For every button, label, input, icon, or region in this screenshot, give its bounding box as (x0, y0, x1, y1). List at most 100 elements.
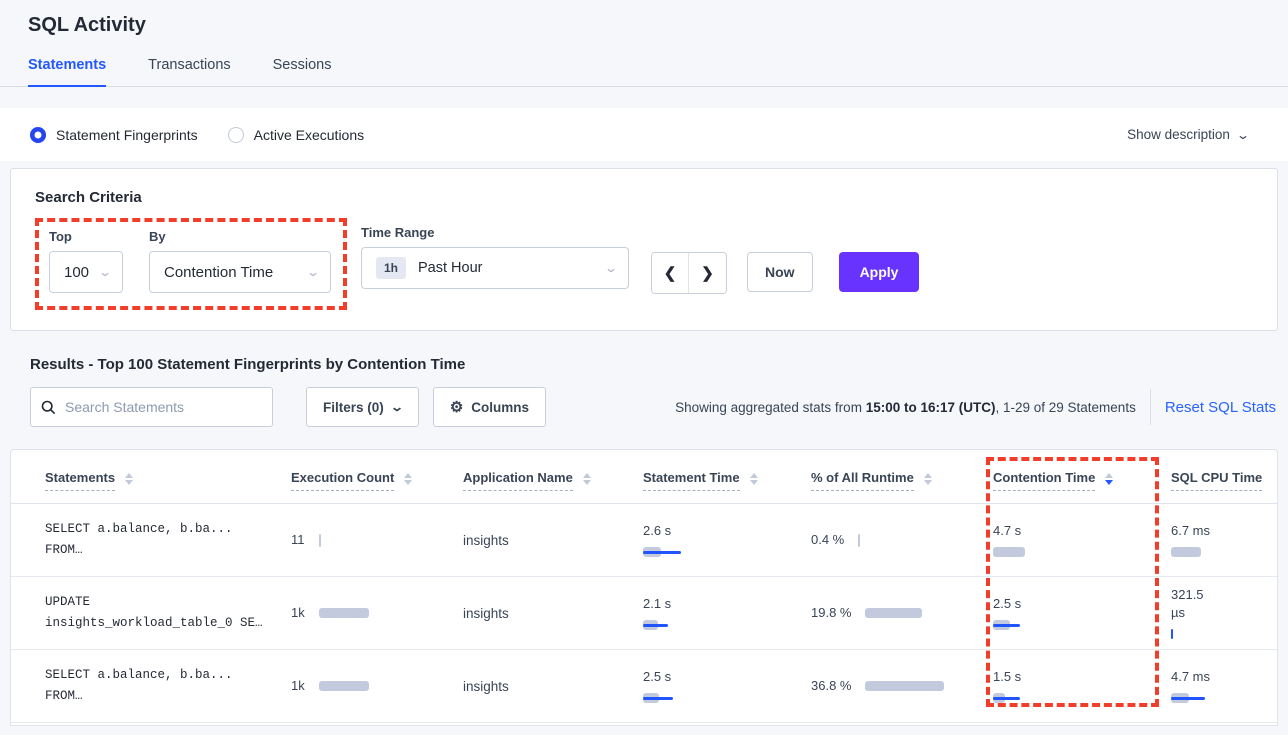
aggregated-stats-note: Showing aggregated stats from 15:00 to 1… (675, 399, 1136, 415)
runtime-pct-cell: 0.4 % (811, 531, 993, 549)
by-select[interactable]: Contention Time ⌄ (149, 251, 331, 293)
sort-icon[interactable] (923, 473, 932, 485)
header-application-name: Application Name (463, 470, 643, 491)
application-name-cell: insights (463, 605, 509, 621)
search-statements-box (30, 387, 273, 427)
by-select-value: Contention Time (164, 263, 274, 281)
chevron-right-icon: ❯ (701, 265, 714, 282)
statement-fingerprint-link[interactable]: SELECT a.balance, b.ba... FROM… (45, 668, 233, 703)
statement-time-cell: 2.1 s (643, 595, 811, 632)
search-statements-input[interactable] (65, 399, 262, 415)
execution-count-cell: 1k (291, 677, 463, 695)
time-range-label: Time Range (361, 225, 435, 240)
header-sql-cpu-time: SQL CPU Time (1171, 470, 1277, 491)
prev-range-button[interactable]: ❮ (652, 253, 689, 293)
statement-time-cell: 2.6 s (643, 522, 811, 559)
tab-statements[interactable]: Statements (28, 57, 107, 87)
view-mode-bar: Statement Fingerprints Active Executions… (0, 108, 1288, 161)
application-name-cell: insights (463, 678, 509, 694)
show-description-toggle[interactable]: Show description ⌄ (1127, 127, 1251, 142)
radio-statement-fingerprints[interactable]: Statement Fingerprints (30, 126, 198, 143)
by-label: By (149, 229, 166, 244)
execution-count-bar (318, 680, 369, 692)
radio-label: Active Executions (253, 126, 365, 143)
results-controls: Filters (0) ⌄ ⚙ Columns Showing aggregat… (30, 387, 1278, 427)
tab-sessions[interactable]: Sessions (272, 57, 332, 73)
contention-time-cell: 1.5 s (993, 668, 1171, 705)
search-criteria-card: Search Criteria Top 100 ⌄ By Contention … (10, 168, 1278, 331)
statement-fingerprint-link[interactable]: SELECT a.balance, b.ba... FROM… (45, 522, 233, 557)
execution-count-bar (318, 533, 321, 547)
table-row: UPDATE insights_workload_table_0 SE… 1k … (11, 577, 1277, 650)
by-field: By Contention Time ⌄ (149, 229, 331, 293)
chevron-down-icon: ⌄ (1235, 127, 1251, 142)
search-criteria-row: Top 100 ⌄ By Contention Time ⌄ Time Rang… (35, 218, 1253, 310)
application-name-cell: insights (463, 532, 509, 548)
radio-label: Statement Fingerprints (56, 126, 198, 143)
statements-table: Statements Execution Count Application N… (10, 449, 1278, 726)
contention-time-cell: 2.5 s (993, 595, 1171, 632)
runtime-pct-cell: 36.8 % (811, 677, 993, 695)
page-title: SQL Activity (28, 14, 146, 36)
radio-selected-icon[interactable] (30, 126, 46, 143)
search-criteria-title: Search Criteria (35, 189, 142, 206)
stats-time-range: 15:00 to 16:17 (UTC) (865, 399, 996, 415)
statement-time-bar (643, 546, 681, 558)
statement-fingerprint-link[interactable]: UPDATE insights_workload_table_0 SE… (45, 595, 263, 630)
contention-time-bar (993, 692, 1020, 704)
chevron-down-icon: ⌄ (603, 261, 619, 275)
sort-icon[interactable] (749, 473, 758, 485)
next-range-button[interactable]: ❯ (689, 253, 726, 293)
view-mode-radio-group: Statement Fingerprints Active Executions (30, 126, 365, 143)
radio-active-executions[interactable]: Active Executions (227, 126, 365, 143)
time-range-select[interactable]: 1h Past Hour ⌄ (361, 247, 629, 289)
results-heading: Results - Top 100 Statement Fingerprints… (30, 356, 466, 373)
now-button[interactable]: Now (747, 252, 813, 292)
sql-cpu-bar (1171, 628, 1173, 640)
top-field: Top 100 ⌄ (49, 229, 123, 293)
chevron-down-icon: ⌄ (97, 265, 113, 279)
top-select[interactable]: 100 ⌄ (49, 251, 123, 293)
sql-cpu-cell: 4.7 ms (1171, 668, 1277, 705)
top-label: Top (49, 229, 72, 244)
tab-transactions[interactable]: Transactions (148, 57, 231, 73)
runtime-pct-bar (865, 680, 945, 692)
reset-sql-stats-link[interactable]: Reset SQL Stats (1164, 398, 1276, 416)
header-runtime-pct: % of All Runtime (811, 470, 993, 491)
search-icon (41, 400, 56, 414)
sql-cpu-cell: 321.5 µs (1171, 586, 1277, 640)
radio-unselected-icon[interactable] (227, 126, 244, 143)
runtime-pct-cell: 19.8 % (811, 604, 993, 622)
statement-time-bar (643, 692, 673, 704)
header-statement-time: Statement Time (643, 470, 811, 491)
sql-cpu-bar (1171, 546, 1201, 558)
sort-icon[interactable] (582, 473, 591, 485)
sort-icon-active-desc[interactable] (1105, 473, 1114, 485)
tab-bar: Statements Transactions Sessions (0, 57, 1288, 87)
time-range-field: Time Range 1h Past Hour ⌄ (361, 225, 629, 289)
apply-button[interactable]: Apply (838, 252, 920, 292)
contention-time-cell: 4.7 s (993, 522, 1171, 559)
columns-button[interactable]: ⚙ Columns (432, 387, 547, 427)
sql-cpu-cell: 6.7 ms (1171, 522, 1277, 559)
time-range-badge: 1h (376, 257, 407, 279)
time-range-value: Past Hour (418, 260, 483, 276)
header-contention-time: Contention Time (993, 470, 1171, 491)
chevron-left-icon: ❮ (663, 265, 677, 282)
filters-button[interactable]: Filters (0) ⌄ (306, 387, 419, 427)
runtime-pct-bar (858, 533, 861, 547)
sort-icon[interactable] (125, 473, 134, 485)
contention-time-bar (993, 619, 1020, 631)
table-row: SELECT a.balance, b.ba... FROM… 1k insig… (11, 650, 1277, 723)
gear-icon: ⚙ (449, 399, 464, 416)
chevron-down-icon: ⌄ (389, 400, 404, 414)
table-row: SELECT a.balance, b.ba... FROM… 11 insig… (11, 504, 1277, 577)
statement-time-cell: 2.5 s (643, 668, 811, 705)
top-select-value: 100 (64, 263, 90, 281)
chevron-down-icon: ⌄ (305, 265, 321, 279)
statement-time-bar (643, 619, 668, 631)
table-header-row: Statements Execution Count Application N… (11, 450, 1277, 504)
execution-count-cell: 11 (291, 531, 463, 549)
sort-icon[interactable] (404, 473, 413, 485)
header-statements: Statements (11, 470, 291, 491)
